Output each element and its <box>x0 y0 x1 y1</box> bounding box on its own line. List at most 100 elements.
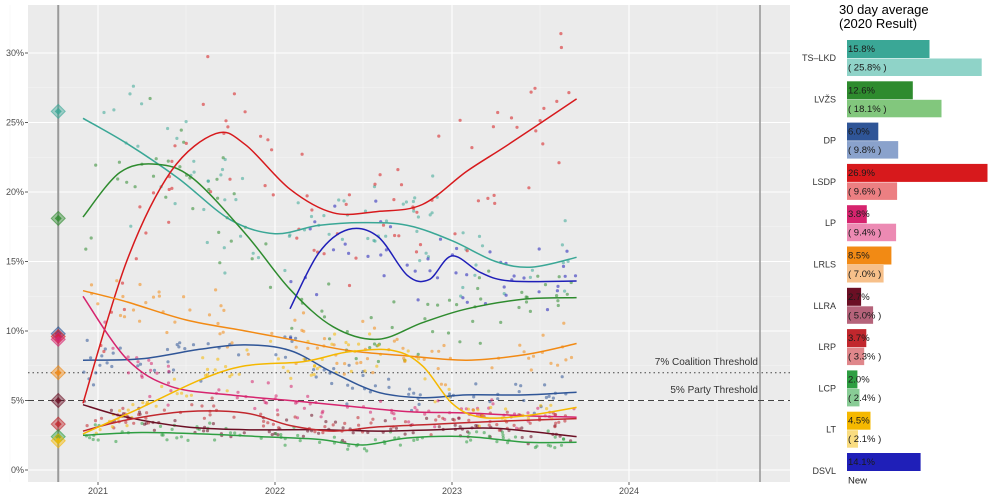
poll-point <box>188 308 192 312</box>
poll-point <box>392 300 396 304</box>
poll-point <box>160 384 164 389</box>
poll-point <box>343 242 347 246</box>
poll-point <box>259 436 263 440</box>
poll-point <box>423 317 427 321</box>
poll-point <box>226 125 230 129</box>
average-bar <box>847 40 930 58</box>
poll-point <box>359 360 363 365</box>
poll-point <box>136 360 140 364</box>
poll-point <box>103 347 107 351</box>
side-title-line: (2020 Result) <box>839 16 917 31</box>
poll-point <box>102 110 106 115</box>
poll-point <box>430 211 434 215</box>
y-tick-label: 10% <box>6 326 24 336</box>
poll-point <box>154 157 158 161</box>
poll-point <box>223 198 227 202</box>
poll-point <box>530 268 535 272</box>
poll-point <box>399 183 404 187</box>
poll-point <box>413 269 417 273</box>
poll-point <box>183 347 187 351</box>
poll-point <box>461 231 465 235</box>
poll-point <box>520 426 524 430</box>
poll-point <box>173 419 177 423</box>
poll-point <box>437 425 441 429</box>
poll-point <box>361 319 365 323</box>
trend-line-lrp <box>82 410 577 432</box>
poll-point <box>250 257 254 261</box>
poll-point <box>293 415 297 419</box>
poll-point <box>426 302 430 306</box>
poll-point <box>429 433 433 437</box>
poll-point <box>175 436 179 440</box>
poll-point <box>486 196 490 200</box>
poll-point <box>368 346 372 350</box>
poll-point <box>469 438 473 442</box>
poll-point <box>423 377 427 381</box>
trend-line-lrls <box>82 289 577 361</box>
poll-point <box>472 395 476 399</box>
poll-point <box>276 357 280 361</box>
poll-point <box>520 435 524 440</box>
poll-point <box>295 416 300 420</box>
poll-point <box>401 346 405 350</box>
poll-point <box>376 343 380 347</box>
poll-point <box>89 283 94 287</box>
poll-point <box>302 329 306 333</box>
poll-point <box>393 436 397 440</box>
result-bar-label: ( 2.1% ) <box>848 434 881 445</box>
average-bar-label: 6.0% <box>848 127 870 138</box>
average-bar <box>847 205 867 224</box>
poll-point <box>504 407 508 411</box>
poll-point <box>166 126 170 131</box>
poll-point <box>259 412 263 416</box>
poll-point <box>446 331 451 335</box>
poll-point <box>416 215 420 219</box>
poll-point <box>565 249 569 253</box>
average-bar <box>847 329 867 348</box>
poll-point <box>434 418 438 422</box>
poll-point <box>476 199 480 203</box>
average-bar <box>847 81 913 100</box>
poll-point <box>165 347 170 352</box>
poll-point <box>515 426 519 430</box>
poll-point <box>362 447 367 451</box>
poll-point <box>213 438 217 442</box>
poll-point <box>411 431 415 435</box>
poll-point <box>269 339 273 343</box>
poll-point <box>515 125 519 129</box>
poll-point <box>219 173 223 177</box>
poll-point <box>529 368 533 372</box>
poll-point <box>506 441 510 445</box>
poll-point <box>215 177 219 181</box>
poll-point <box>382 274 386 278</box>
poll-point <box>126 355 130 359</box>
poll-point <box>296 201 300 205</box>
poll-point <box>553 446 557 450</box>
poll-point <box>517 390 521 394</box>
poll-point <box>137 413 141 417</box>
poll-point <box>465 273 469 277</box>
poll-point <box>175 343 179 347</box>
poll-point <box>225 389 229 393</box>
poll-point <box>306 394 310 398</box>
poll-point <box>563 219 567 223</box>
poll-point <box>436 303 440 307</box>
poll-point <box>531 354 536 358</box>
poll-point <box>371 371 375 375</box>
poll-point <box>387 385 391 389</box>
poll-point <box>447 387 451 391</box>
average-bar-label: 12.6% <box>848 85 875 96</box>
poll-point <box>118 313 123 318</box>
poll-point <box>151 295 156 299</box>
poll-point <box>333 420 338 424</box>
poll-point <box>423 412 427 416</box>
poll-point <box>310 413 314 417</box>
poll-point <box>134 257 138 261</box>
average-bar-chart: 30 day average (2020 Result) TS–LKD 15.8% (… <box>802 2 988 487</box>
poll-point <box>289 384 293 388</box>
poll-point <box>342 372 346 376</box>
poll-point <box>289 280 293 284</box>
poll-point <box>169 389 173 393</box>
poll-point <box>205 367 210 371</box>
poll-point <box>210 396 214 400</box>
